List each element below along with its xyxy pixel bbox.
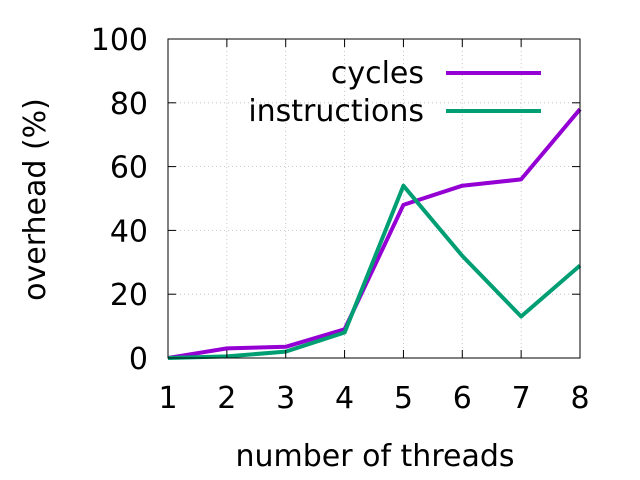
series-line-instructions bbox=[167, 183, 582, 360]
legend-label-instructions: instructions bbox=[248, 94, 424, 129]
y-tick-label: 20 bbox=[110, 278, 148, 313]
y-axis-title: overhead (%) bbox=[18, 98, 53, 301]
x-tick-label: 3 bbox=[276, 381, 295, 416]
plot-area-frame bbox=[167, 38, 581, 359]
x-tick-label: 8 bbox=[570, 381, 589, 416]
x-tick-label: 4 bbox=[335, 381, 354, 416]
y-tick-label: 80 bbox=[110, 87, 148, 122]
y-tick-label: 100 bbox=[91, 23, 148, 58]
y-tick-label: 60 bbox=[110, 151, 148, 186]
x-tick-label: 6 bbox=[453, 381, 472, 416]
x-tick-label: 7 bbox=[512, 381, 531, 416]
x-axis-title: number of threads bbox=[235, 439, 514, 474]
x-tick-label: 2 bbox=[217, 381, 236, 416]
x-tick-label: 5 bbox=[394, 381, 413, 416]
x-tick-label: 1 bbox=[158, 381, 177, 416]
y-tick-label: 0 bbox=[129, 342, 148, 377]
grid bbox=[168, 39, 580, 358]
series-line-cycles bbox=[167, 107, 582, 360]
legend-label-cycles: cycles bbox=[331, 56, 424, 91]
y-tick-label: 40 bbox=[110, 214, 148, 249]
series-lines bbox=[167, 107, 582, 360]
